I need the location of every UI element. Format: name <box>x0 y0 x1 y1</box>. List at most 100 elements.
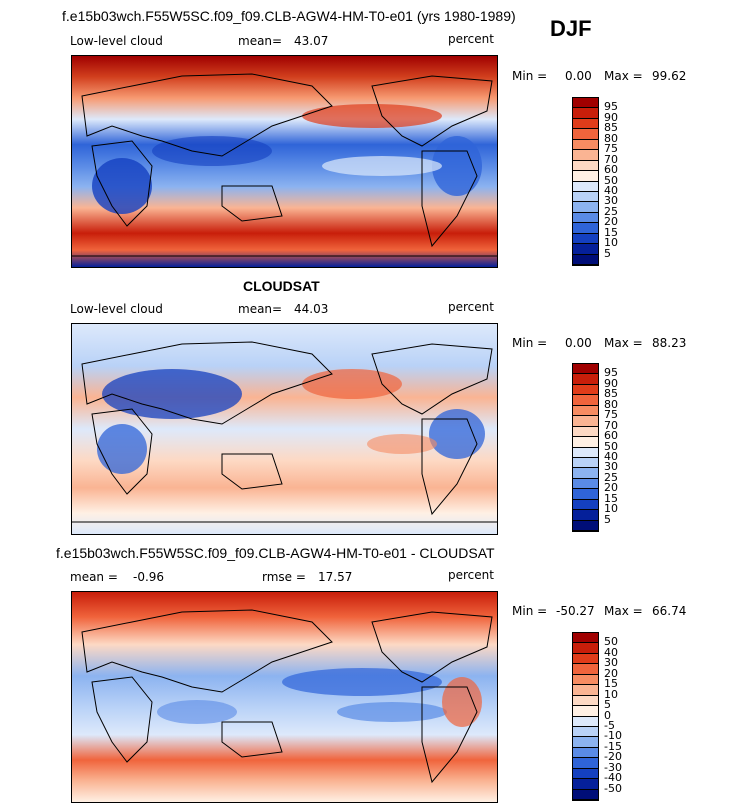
colorbar-swatch <box>573 395 598 406</box>
panel1-mean-label: mean= <box>238 34 283 48</box>
colorbar-tick-label: 80 <box>604 131 618 145</box>
colorbar-swatch <box>573 150 598 161</box>
colorbar-tick-label: 70 <box>604 152 618 166</box>
panel3-units: percent <box>448 568 494 582</box>
colorbar-tick-label: 90 <box>604 376 618 390</box>
colorbar-swatch <box>573 160 598 172</box>
colorbar-swatch <box>573 779 598 790</box>
panel1-field-label: Low-level cloud <box>70 34 163 48</box>
colorbar-swatch <box>573 737 598 748</box>
colorbar-tick-label: 5 <box>604 698 611 712</box>
colorbar-swatch <box>573 212 598 224</box>
panel1-map <box>71 55 498 268</box>
colorbar-tick-label: -5 <box>604 718 615 732</box>
panel3-coastlines <box>81 609 493 784</box>
colorbar-tick-label: 75 <box>604 142 618 156</box>
panel1-coastlines <box>72 73 497 257</box>
colorbar-swatch <box>573 674 598 686</box>
colorbar-swatch <box>573 685 598 696</box>
panel2-africa-region <box>97 424 147 474</box>
panel1-npacific-region <box>302 104 442 128</box>
colorbar-swatch <box>573 384 598 396</box>
panel3-spacific-region <box>337 702 447 722</box>
colorbar-tick-label: 90 <box>604 110 618 124</box>
colorbar-tick-label: 70 <box>604 418 618 432</box>
colorbar-swatch <box>573 747 598 759</box>
panel3-field <box>72 592 497 802</box>
colorbar-swatch <box>573 139 598 151</box>
colorbar-swatch <box>573 118 598 130</box>
panel2-mean-value: 44.03 <box>294 302 329 316</box>
colorbar-swatch <box>573 664 598 675</box>
colorbar-swatch <box>573 695 598 707</box>
colorbar-swatch <box>573 129 598 140</box>
colorbar-tick-label: 15 <box>604 225 618 239</box>
panel2-speru-region <box>367 434 437 454</box>
colorbar-swatch <box>573 758 598 769</box>
colorbar-tick-label: 95 <box>604 100 618 114</box>
colorbar-tick-label: 10 <box>604 687 618 701</box>
panel1-min-label: Min = <box>512 69 548 83</box>
colorbar-swatch <box>573 437 598 448</box>
colorbar-swatch <box>573 405 598 417</box>
colorbar-tick-label: -40 <box>604 771 622 785</box>
colorbar-tick-label: 50 <box>604 173 618 187</box>
colorbar-tick-label: 20 <box>604 666 618 680</box>
colorbar-tick-label: -30 <box>604 760 622 774</box>
panel3-map <box>71 591 498 803</box>
colorbar-swatch <box>573 499 598 511</box>
panel3-mean-label: mean = <box>70 570 118 584</box>
colorbar-tick-label: 40 <box>604 183 618 197</box>
colorbar-swatch <box>573 254 598 265</box>
colorbar-swatch <box>573 768 598 780</box>
colorbar-swatch <box>573 468 598 479</box>
panel1-max-label: Max = <box>604 69 643 83</box>
colorbar-tick-label: 20 <box>604 215 618 229</box>
colorbar-swatch <box>573 706 598 717</box>
panel2-colorbar <box>572 363 599 532</box>
colorbar-swatch <box>573 416 598 427</box>
panel3-max-label: Max = <box>604 604 643 618</box>
panel2-max-value: 88.23 <box>652 336 687 350</box>
panel2-map <box>71 323 498 535</box>
panel2-title: CLOUDSAT <box>243 278 320 294</box>
colorbar-tick-label: 15 <box>604 491 618 505</box>
colorbar-tick-label: 75 <box>604 408 618 422</box>
colorbar-swatch <box>573 789 598 800</box>
panel3-pacific-region <box>282 668 442 696</box>
colorbar-swatch <box>573 181 598 192</box>
colorbar-swatch <box>573 489 598 500</box>
colorbar-swatch <box>573 191 598 203</box>
colorbar-swatch <box>573 364 598 375</box>
colorbar-swatch <box>573 223 598 234</box>
panel2-units: percent <box>448 300 494 314</box>
colorbar-tick-label: 30 <box>604 460 618 474</box>
panel1-colorbar <box>572 97 599 266</box>
colorbar-tick-label: -15 <box>604 739 622 753</box>
panel3-samerica-region <box>442 677 482 727</box>
colorbar-tick-label: 50 <box>604 635 618 649</box>
colorbar-tick-label: 85 <box>604 387 618 401</box>
colorbar-tick-label: 5 <box>604 512 611 526</box>
colorbar-tick-label: -50 <box>604 781 622 795</box>
colorbar-tick-label: 95 <box>604 366 618 380</box>
colorbar-tick-label: 30 <box>604 656 618 670</box>
colorbar-swatch <box>573 716 598 727</box>
colorbar-tick-label: 25 <box>604 470 618 484</box>
colorbar-tick-label: 50 <box>604 439 618 453</box>
panel2-asia-region <box>102 369 242 419</box>
panel2-min-label: Min = <box>512 336 548 350</box>
panel3-min-label: Min = <box>512 604 548 618</box>
colorbar-tick-label: 15 <box>604 677 618 691</box>
panel2-mean-label: mean= <box>238 302 283 316</box>
panel2-coastlines <box>72 341 497 523</box>
colorbar-swatch <box>573 457 598 469</box>
panel3-min-value: -50.27 <box>556 604 595 618</box>
colorbar-tick-label: 20 <box>604 481 618 495</box>
colorbar-tick-label: 10 <box>604 236 618 250</box>
colorbar-swatch <box>573 244 598 255</box>
colorbar-tick-label: 40 <box>604 645 618 659</box>
colorbar-tick-label: 85 <box>604 121 618 135</box>
colorbar-swatch <box>573 171 598 182</box>
panel2-npacific-region <box>302 369 402 399</box>
